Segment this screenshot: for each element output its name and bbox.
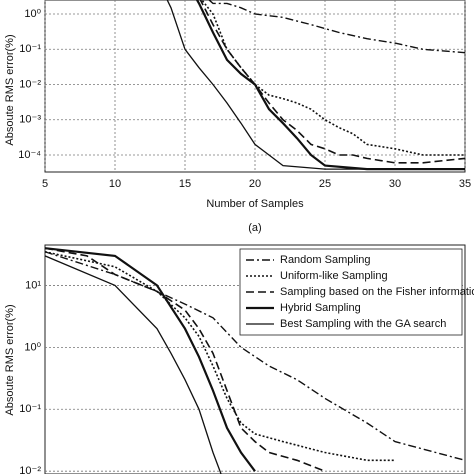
- y-tick-label: 10⁻²: [19, 78, 41, 90]
- x-tick-label: 10: [109, 178, 121, 190]
- x-tick-label: 35: [459, 178, 471, 190]
- legend-label: Best Sampling with the GA search: [280, 318, 446, 330]
- x-axis-label: Number of Samples: [206, 198, 304, 210]
- caption: (a): [248, 222, 261, 234]
- legend-label: Uniform-like Sampling: [280, 270, 388, 282]
- y-tick-label: 10⁻²: [19, 465, 41, 474]
- y-tick-label: 10⁻³: [19, 114, 41, 126]
- series-line: [45, 247, 256, 472]
- legend-box: [239, 248, 463, 336]
- x-tick-label: 5: [42, 178, 48, 190]
- legend-label: Sampling based on the Fisher information: [280, 286, 474, 298]
- y-tick-label: 10⁰: [24, 341, 41, 353]
- x-tick-label: 25: [319, 178, 331, 190]
- x-tick-label: 15: [179, 178, 191, 190]
- y-tick-label: 10⁻¹: [19, 403, 41, 415]
- y-tick-label: 10⁻⁴: [18, 149, 41, 161]
- y-tick-label: 10⁰: [24, 8, 41, 20]
- y-tick-label: 10¹: [25, 279, 41, 291]
- series-line: [45, 251, 465, 461]
- legend-label: Hybrid Sampling: [280, 302, 361, 314]
- y-axis-label: Absoute RMS error(%): [4, 304, 16, 415]
- series-line: [199, 0, 465, 164]
- x-tick-label: 30: [389, 178, 401, 190]
- y-axis-label: Absoute RMS error(%): [4, 34, 16, 145]
- x-tick-label: 20: [249, 178, 261, 190]
- series-line: [208, 0, 465, 54]
- series-line: [45, 247, 326, 472]
- legend-label: Random Sampling: [280, 254, 371, 266]
- series-group: [45, 247, 465, 474]
- series-line: [166, 0, 465, 170]
- series-line: [45, 255, 222, 474]
- y-tick-label: 10⁻¹: [19, 43, 41, 55]
- series-group: [166, 0, 465, 171]
